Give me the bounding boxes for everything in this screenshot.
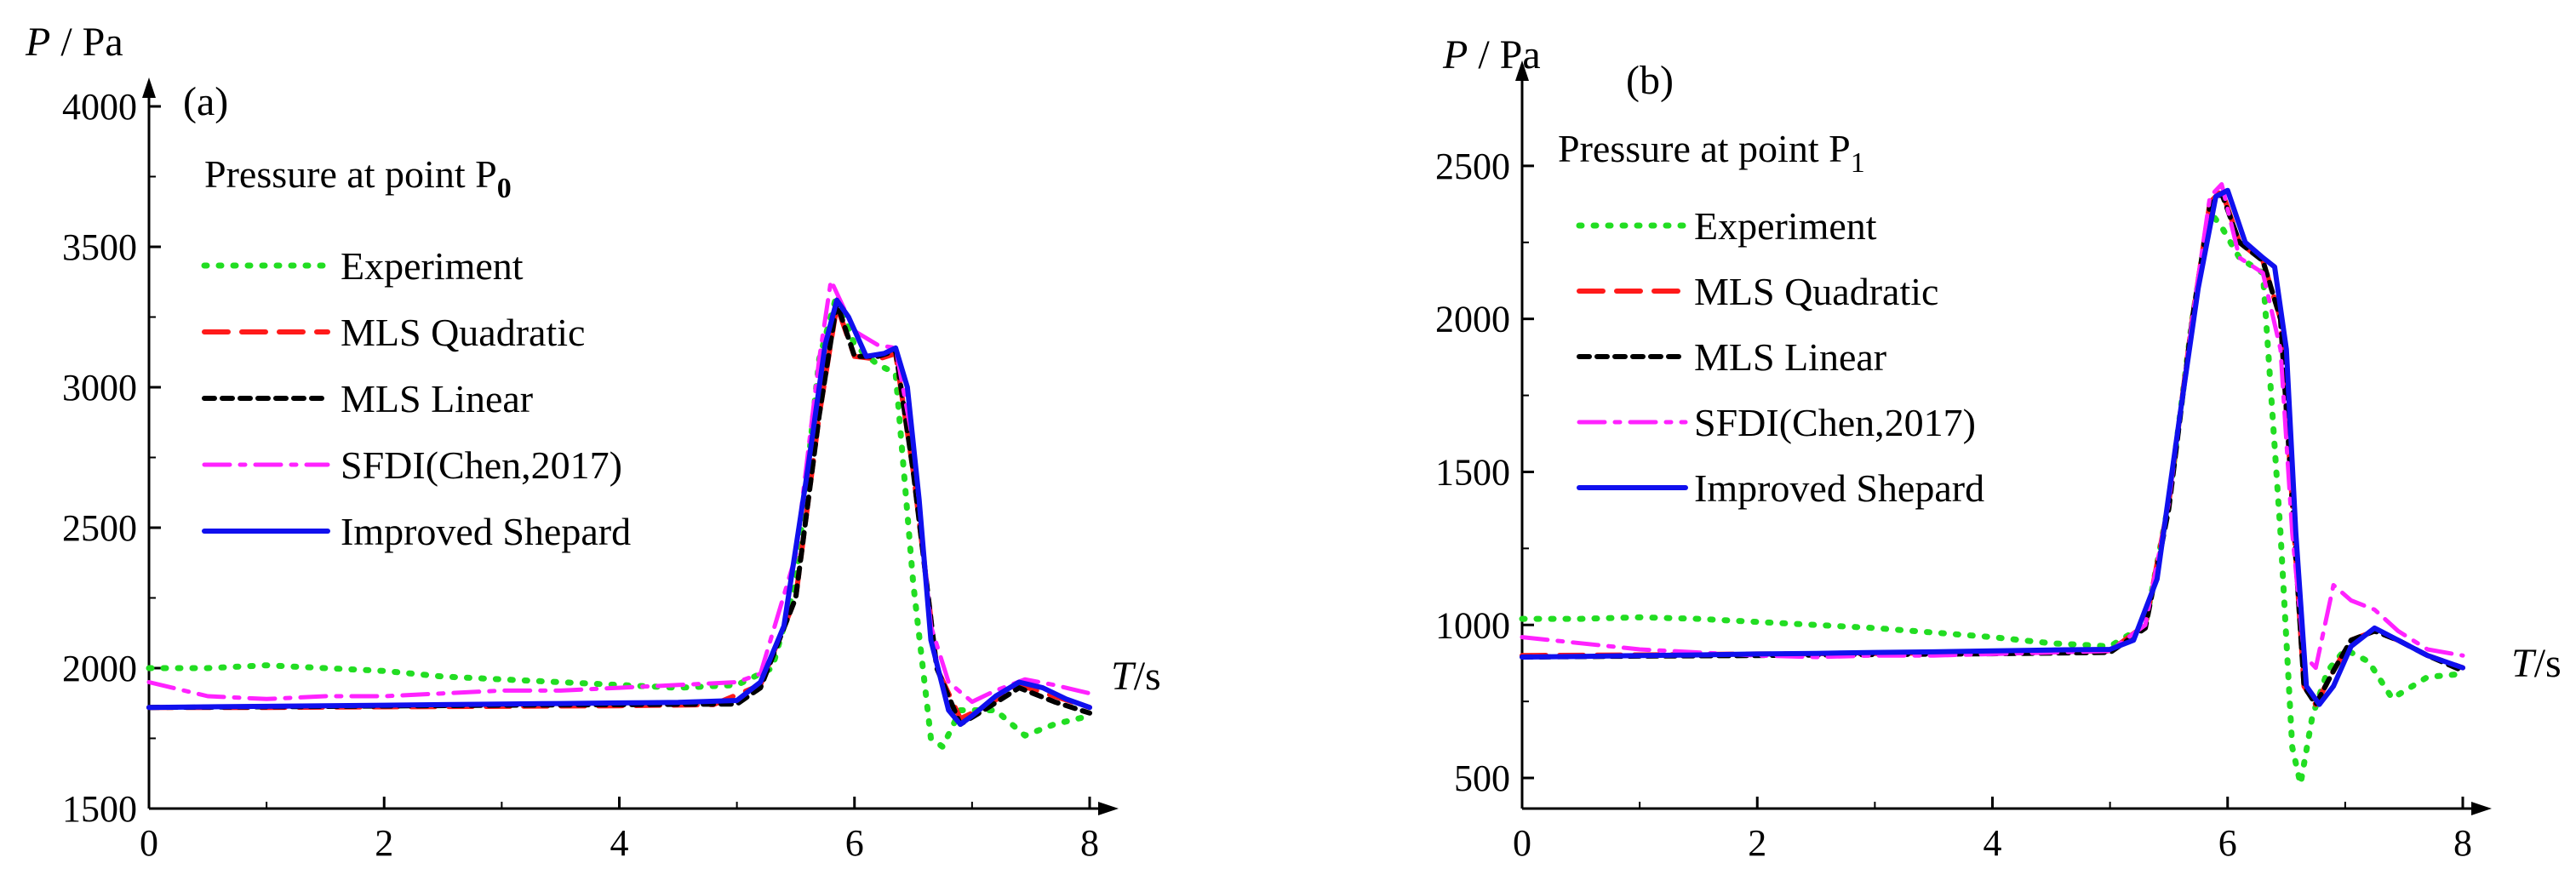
panel-a-series-improved-shepard — [146, 297, 1092, 727]
panel-a-legend-label-improved-shepard: Improved Shepard — [341, 510, 631, 553]
panel-b-xlabel: T/s — [2511, 641, 2562, 686]
panel-b-x-tick-label: 2 — [1748, 822, 1766, 864]
panel-a-legend: Experiment MLS Quadratic MLS Linear SFDI(Ch… — [201, 244, 631, 553]
panel-a-ylabel: P / Pa — [25, 20, 123, 65]
panel-b-series-improved-shepard — [1520, 187, 2465, 707]
panel-a-x-tick-label: 6 — [845, 822, 864, 864]
panel-a-y-tick-label: 3500 — [62, 226, 137, 268]
panel-b-ylabel-text: P / Pa — [1442, 32, 1541, 77]
panel-b-label: (b) — [1626, 58, 1674, 103]
panel-a-legend-label-sfdi-chen-2017: SFDI(Chen,2017) — [341, 443, 622, 487]
panel-b-series-sfdi-chen-2017 — [1520, 182, 2465, 671]
panel-a-title: Pressure at point P0 — [204, 152, 512, 204]
panel-b-legend-label-sfdi-chen-2017: SFDI(Chen,2017) — [1694, 401, 1976, 444]
panel-a-ylabel-text: P / Pa — [25, 20, 123, 65]
panel-a-x-tick-label: 2 — [375, 822, 393, 864]
panel-b-y-tick-label: 500 — [1454, 757, 1510, 799]
panel-b-x-tick-label: 6 — [2218, 822, 2237, 864]
panel-b-legend-label-experiment: Experiment — [1694, 204, 1877, 248]
panel-b-x-tick-label: 0 — [1513, 822, 1531, 864]
panel-b-legend-label-mls-quadratic: MLS Quadratic — [1694, 270, 1938, 313]
panel-b-x-axis-arrow — [2471, 802, 2492, 815]
panel-b-x-tick-label: 8 — [2453, 822, 2472, 864]
panel-b: P / Pa (b) Pressure at point P1 0 2 4 6 8 500… — [1435, 32, 2562, 864]
panel-a-y-tick-label: 4000 — [62, 86, 137, 128]
panel-b-ticks: 0 2 4 6 8 500 1000 1500 2000 2500 — [1435, 146, 2472, 864]
panel-a-x-tick-label: 8 — [1080, 822, 1099, 864]
panel-b-series-experiment — [1519, 209, 2466, 787]
panel-a-label: (a) — [183, 79, 228, 124]
panel-b-plot-area — [1519, 182, 2466, 787]
panel-a-legend-label-mls-quadratic: MLS Quadratic — [341, 311, 585, 354]
panel-b-y-axis-arrow — [1515, 60, 1529, 81]
panel-a-legend-label-mls-linear: MLS Linear — [341, 377, 533, 420]
panel-b-legend: Experiment MLS Quadratic MLS Linear SFDI(Ch… — [1576, 204, 1984, 510]
panel-a-y-tick-label: 2500 — [62, 507, 137, 549]
panel-b-y-tick-label: 1000 — [1435, 604, 1510, 646]
panel-b-title: Pressure at point P1 — [1558, 127, 1865, 179]
panel-a-y-axis-arrow — [142, 77, 156, 98]
panel-b-axes — [1515, 60, 2492, 815]
panel-a-x-tick-label: 0 — [140, 822, 158, 864]
panel-b-x-tick-label: 4 — [1984, 822, 2002, 864]
panel-b-y-tick-label: 2000 — [1435, 299, 1510, 340]
panel-a-y-tick-label: 2000 — [62, 648, 137, 689]
panel-a-legend-label-experiment: Experiment — [341, 244, 524, 288]
panel-b-legend-label-mls-linear: MLS Linear — [1694, 335, 1886, 379]
panel-a: P / Pa (a) Pressure at point P0 0 2 4 6 8 150… — [25, 20, 1161, 864]
panel-a-xlabel: T/s — [1111, 654, 1161, 699]
panel-b-y-tick-label: 1500 — [1435, 451, 1510, 493]
panel-a-y-tick-label: 1500 — [62, 788, 137, 830]
panel-b-legend-label-improved-shepard: Improved Shepard — [1694, 466, 1984, 510]
panel-a-x-tick-label: 4 — [610, 822, 629, 864]
panel-a-ticks: 0 2 4 6 8 1500 2000 2500 3000 3500 4000 — [62, 86, 1099, 864]
panel-a-plot-area — [146, 278, 1093, 750]
panel-a-y-tick-label: 3000 — [62, 367, 137, 409]
panel-b-y-tick-label: 2500 — [1435, 146, 1510, 187]
panel-a-axes — [142, 77, 1119, 815]
panel-a-x-axis-arrow — [1098, 802, 1119, 815]
